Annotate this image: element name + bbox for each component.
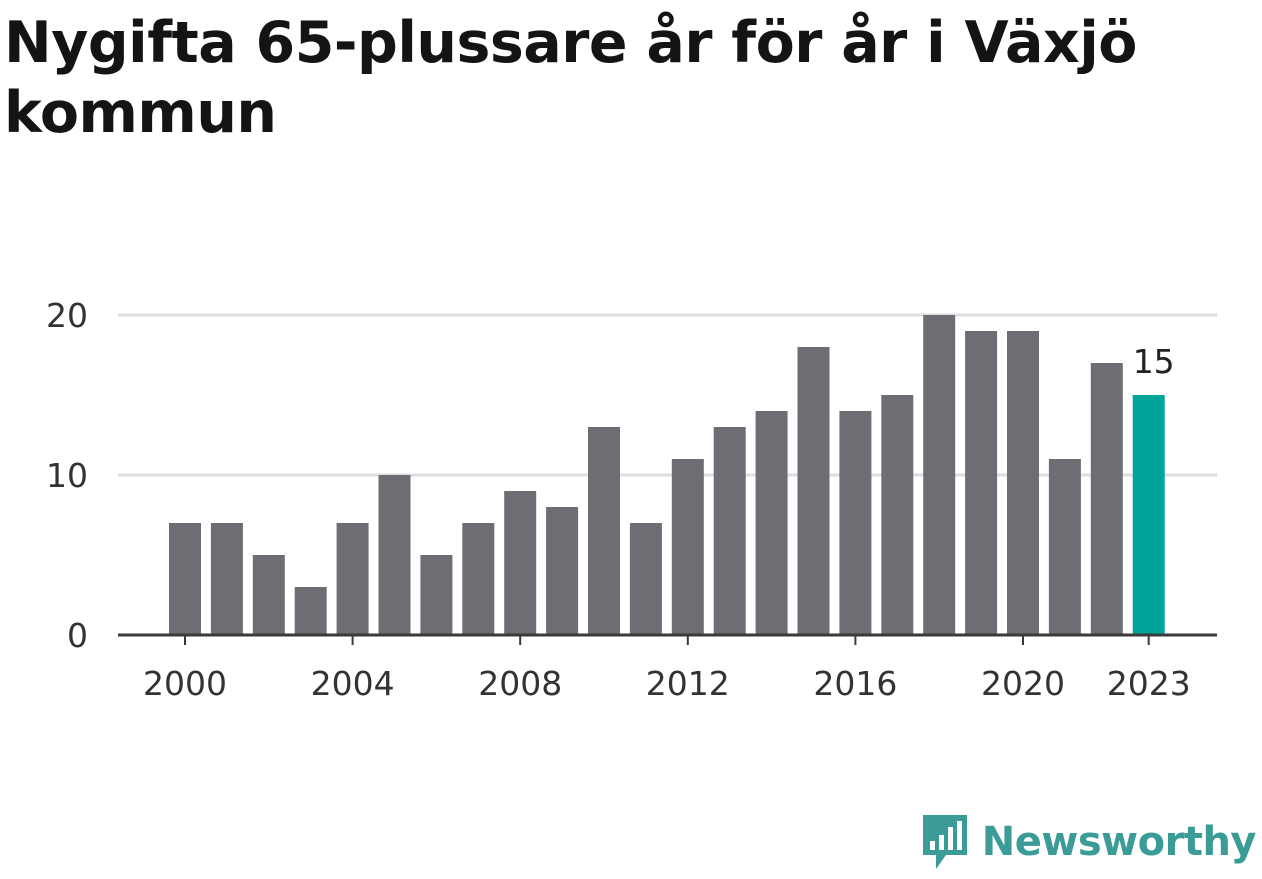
bar-2004	[336, 523, 369, 635]
bar-2009	[546, 507, 579, 635]
bar-2023	[1132, 395, 1165, 635]
bar-2021	[1048, 459, 1081, 635]
bar-2008	[504, 491, 537, 635]
bar-2019	[965, 331, 998, 635]
data-label-2023: 15	[1133, 342, 1175, 381]
x-tick-label-2016: 2016	[813, 664, 897, 703]
bar-2002	[252, 555, 285, 635]
bar-2006	[420, 555, 453, 635]
y-axis-labels: 0 10 20	[46, 296, 88, 655]
x-tick-label-2012: 2012	[646, 664, 730, 703]
y-tick-label: 0	[67, 616, 88, 655]
newsworthy-logo-icon	[922, 815, 967, 869]
bar-2020	[1007, 331, 1039, 635]
bar-2011	[629, 523, 662, 635]
bar-2007	[462, 523, 495, 635]
x-axis	[118, 633, 1217, 645]
x-tick-label-2020: 2020	[981, 664, 1065, 703]
bar-2018	[923, 315, 956, 635]
bar-2010	[588, 427, 620, 635]
data-labels: 15	[1133, 342, 1175, 381]
brand-name: Newsworthy	[981, 819, 1257, 865]
bar-2000	[169, 523, 201, 635]
x-tick-label-2023: 2023	[1107, 664, 1191, 703]
x-tick-label-2000: 2000	[143, 664, 227, 703]
chart-title: Nygifta 65-plussare år för år i Växjö ko…	[4, 10, 1137, 146]
bar-2015	[797, 347, 830, 635]
bar-2014	[755, 411, 788, 635]
x-axis-labels: 2000 2004 2008 2012 2016 2020 2023	[143, 664, 1191, 703]
bar-2022	[1090, 363, 1123, 635]
bars	[169, 315, 1165, 635]
bar-2013	[713, 427, 746, 635]
x-tick-label-2008: 2008	[478, 664, 562, 703]
y-tick-label: 20	[46, 296, 88, 335]
y-tick-label: 10	[46, 456, 88, 495]
bar-2017	[881, 395, 914, 635]
bar-2016	[839, 411, 872, 635]
newsworthy-logo: Newsworthy	[920, 813, 1257, 871]
x-tick-label-2004: 2004	[311, 664, 395, 703]
bar-2001	[210, 523, 243, 635]
y-grid	[118, 313, 1217, 477]
bar-2005	[378, 475, 411, 635]
bar-2003	[294, 587, 327, 635]
bar-2012	[671, 459, 704, 635]
